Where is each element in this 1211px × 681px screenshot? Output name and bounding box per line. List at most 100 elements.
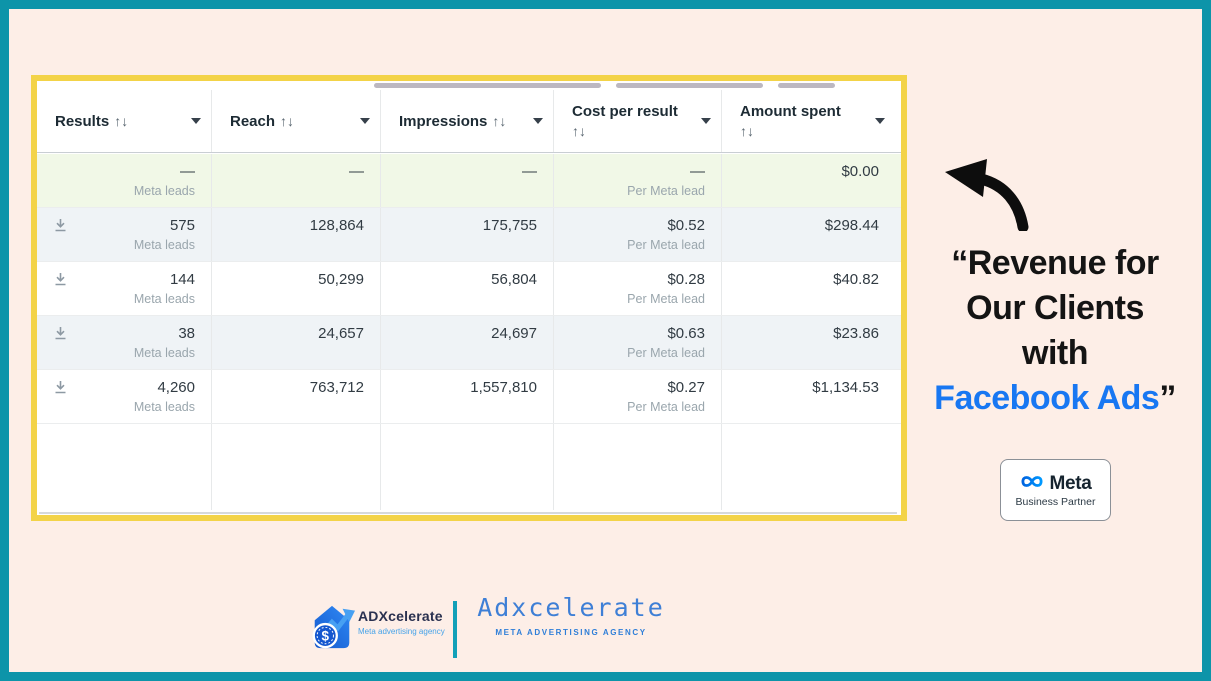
badge-subtitle: Business Partner [1015, 495, 1096, 508]
column-menu-caret-icon[interactable] [533, 118, 543, 124]
cell-impressions: 56,804 [381, 262, 554, 315]
cell-impressions: 175,755 [381, 208, 554, 261]
download-icon[interactable] [54, 218, 67, 237]
column-header-reach[interactable]: Reach ↑↓ [212, 90, 381, 152]
cell-value: 4,260 [157, 379, 195, 396]
cell-results: — Meta leads [37, 154, 212, 207]
cell-value: 24,697 [491, 325, 537, 342]
cell-value: $0.27 [667, 379, 705, 396]
cell-sublabel: Per Meta lead [627, 346, 705, 360]
cell-amount_spent: $298.44 [722, 208, 895, 261]
adxcelerate-name: ADXcelerate [358, 608, 443, 624]
headline-quote: “Revenue for Our Clients with Facebook A… [909, 241, 1201, 421]
column-label: Results [55, 112, 110, 130]
cell-sublabel: Per Meta lead [627, 400, 705, 414]
cell-cost_per_result: $0.63 Per Meta lead [554, 316, 722, 369]
download-icon[interactable] [54, 326, 67, 345]
cell-sublabel: Per Meta lead [627, 292, 705, 306]
badge-brand-text: Meta [1049, 472, 1092, 494]
cell-cost_per_result: $0.28 Per Meta lead [554, 262, 722, 315]
table-row[interactable]: 38 Meta leads 24,657 24,697 $0.63 Per Meta le… [37, 316, 901, 370]
quote-line: Our Clients [966, 289, 1144, 327]
cell-value: — [349, 163, 364, 180]
cell-sublabel: Meta leads [133, 184, 195, 198]
cell-impressions: — [381, 154, 554, 207]
sort-arrows-icon[interactable]: ↑↓ [572, 122, 586, 139]
cell-results: 144 Meta leads [37, 262, 212, 315]
table-row[interactable]: 144 Meta leads 50,299 56,804 $0.28 Per Meta l… [37, 262, 901, 316]
quote-line: with [1022, 334, 1088, 372]
cell-value: — [522, 163, 537, 180]
column-menu-caret-icon[interactable] [191, 118, 201, 124]
table-empty-area [37, 424, 901, 510]
cell-sublabel: Meta leads [133, 346, 195, 360]
cell-value: $1,134.53 [812, 379, 879, 396]
cell-sublabel: Meta leads [133, 292, 195, 306]
cell-value: $40.82 [833, 271, 879, 288]
adxcelerate-shield-icon: $ [308, 605, 356, 658]
download-icon[interactable] [54, 380, 67, 399]
cell-reach: 763,712 [212, 370, 381, 423]
sort-arrows-icon[interactable]: ↑↓ [492, 112, 507, 129]
table-header: Results ↑↓ Reach ↑↓ Impressions ↑↓ Cost per re… [37, 90, 901, 153]
cell-value: 24,657 [318, 325, 364, 342]
cell-impressions: 24,697 [381, 316, 554, 369]
table-row[interactable]: 575 Meta leads 128,864 175,755 $0.52 Per Meta… [37, 208, 901, 262]
svg-text:$: $ [322, 628, 330, 643]
cell-results: 4,260 Meta leads [37, 370, 212, 423]
cell-value: 575 [169, 217, 195, 234]
quote-line-accent: Facebook Ads” [934, 379, 1176, 417]
cell-reach: — [212, 154, 381, 207]
column-header-amount_spent[interactable]: Amount spent ↑↓ [722, 90, 895, 152]
cell-sublabel: Per Meta lead [627, 238, 705, 252]
sort-arrows-icon[interactable]: ↑↓ [280, 112, 295, 129]
empty-column [37, 424, 212, 510]
horizontal-scrollbar-track[interactable] [39, 512, 897, 514]
column-menu-caret-icon[interactable] [360, 118, 370, 124]
column-header-cost_per_result[interactable]: Cost per result ↑↓ [554, 90, 722, 152]
meta-infinity-icon [1019, 473, 1045, 495]
table-row[interactable]: — Meta leads — — — Per Meta lead $0.00 [37, 154, 901, 208]
sort-arrows-icon[interactable]: ↑↓ [114, 112, 129, 129]
cell-amount_spent: $40.82 [722, 262, 895, 315]
empty-column [212, 424, 381, 510]
wordmark-tagline: META ADVERTISING AGENCY [495, 628, 647, 637]
adxcelerate-tagline: Meta advertising agency [358, 627, 445, 636]
cell-cost_per_result: $0.52 Per Meta lead [554, 208, 722, 261]
cell-value: 128,864 [309, 217, 364, 234]
empty-column [381, 424, 554, 510]
cell-amount_spent: $0.00 [722, 154, 895, 207]
cell-value: 1,557,810 [470, 379, 537, 396]
cell-results: 575 Meta leads [37, 208, 212, 261]
cell-value: 38 [178, 325, 195, 342]
adxcelerate-wordmark: Adxcelerate META ADVERTISING AGENCY [471, 593, 671, 637]
cell-value: 175,755 [482, 217, 537, 234]
toolbar-remnant-bar [778, 83, 835, 88]
column-header-results[interactable]: Results ↑↓ [37, 90, 212, 152]
cell-reach: 128,864 [212, 208, 381, 261]
cell-impressions: 1,557,810 [381, 370, 554, 423]
cell-reach: 50,299 [212, 262, 381, 315]
cell-sublabel: Meta leads [133, 238, 195, 252]
table-body: — Meta leads — — — Per Meta lead $0.00 575 Meta … [37, 154, 901, 424]
column-label: Cost per result [572, 102, 678, 120]
column-menu-caret-icon[interactable] [875, 118, 885, 124]
cell-value: $0.52 [667, 217, 705, 234]
meta-business-partner-badge: Meta Business Partner [1000, 459, 1111, 521]
column-label: Impressions [399, 112, 488, 130]
sort-arrows-icon[interactable]: ↑↓ [740, 122, 754, 139]
quote-line: “Revenue for [951, 244, 1159, 282]
cell-reach: 24,657 [212, 316, 381, 369]
footer-divider [453, 601, 457, 658]
column-menu-caret-icon[interactable] [701, 118, 711, 124]
column-header-impressions[interactable]: Impressions ↑↓ [381, 90, 554, 152]
cell-amount_spent: $1,134.53 [722, 370, 895, 423]
column-label: Reach [230, 112, 276, 130]
table-row[interactable]: 4,260 Meta leads 763,712 1,557,810 $0.27 Per … [37, 370, 901, 424]
cell-value: 144 [169, 271, 195, 288]
toolbar-remnant-bar [616, 83, 763, 88]
download-icon[interactable] [54, 272, 67, 291]
cell-results: 38 Meta leads [37, 316, 212, 369]
cell-value: 50,299 [318, 271, 364, 288]
